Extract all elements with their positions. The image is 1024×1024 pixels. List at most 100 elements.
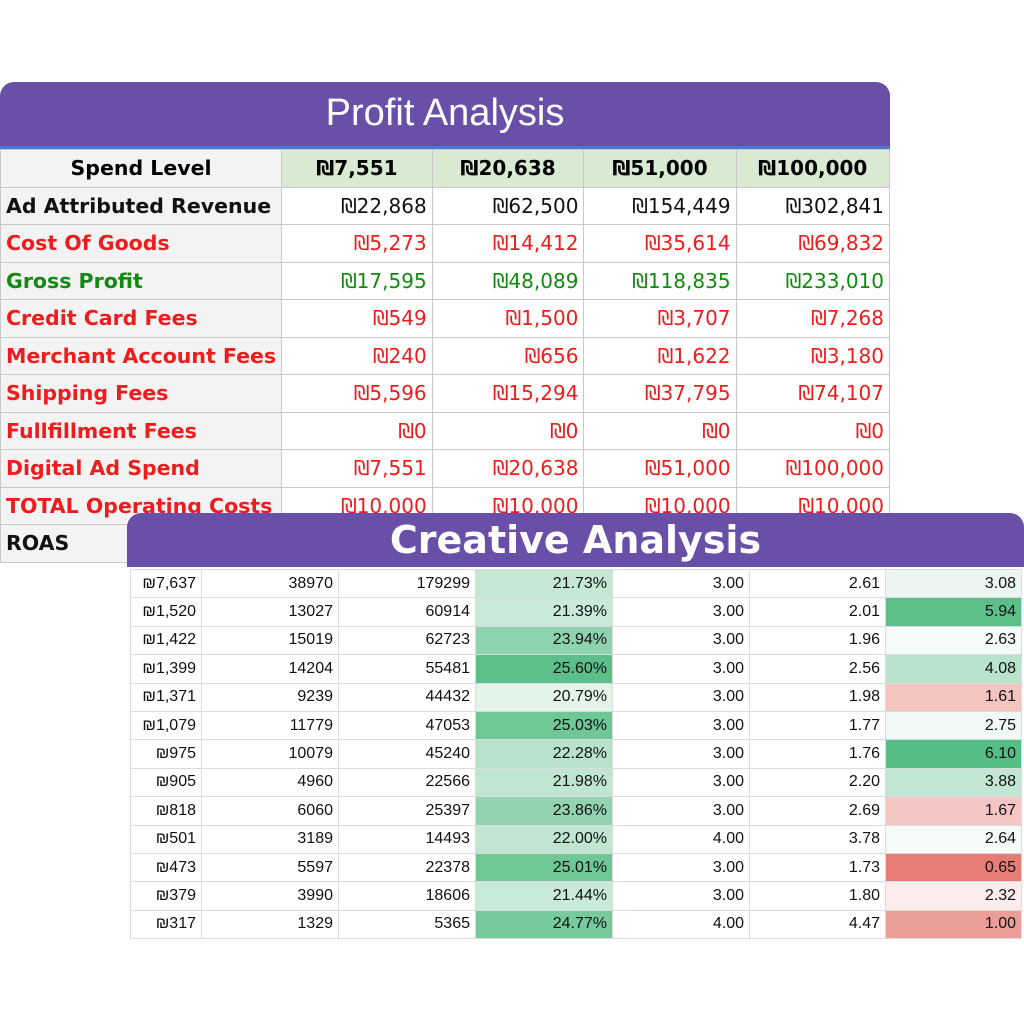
row-value: ₪22,868 — [281, 186, 433, 225]
spend-cell: ₪317 — [130, 909, 202, 940]
value-cell: 1.98 — [749, 682, 886, 712]
row-value: ₪69,832 — [735, 224, 891, 263]
value-cell: 3.00 — [612, 597, 750, 627]
percent-cell: 21.98% — [475, 767, 613, 798]
row-value: ₪15,294 — [431, 374, 585, 413]
value-cell: 4.00 — [612, 909, 750, 940]
row-value: ₪62,500 — [431, 186, 585, 225]
roas-cell: 3.88 — [885, 767, 1022, 798]
row-value: ₪1,500 — [431, 299, 585, 338]
count-cell: 55481 — [338, 654, 476, 684]
spend-level-value: ₪7,551 — [281, 149, 433, 188]
value-cell: 2.01 — [749, 597, 886, 627]
count-cell: 3990 — [201, 881, 339, 911]
row-value: ₪1,622 — [583, 336, 737, 375]
row-label: Merchant Account Fees — [0, 336, 283, 375]
spend-cell: ₪1,399 — [130, 654, 202, 684]
table-row: ₪1,371 9239 44432 20.79% 3.00 1.98 1.61 — [130, 682, 1022, 712]
value-cell: 3.00 — [612, 739, 750, 769]
value-cell: 2.20 — [749, 767, 886, 798]
count-cell: 60914 — [338, 597, 476, 627]
count-cell: 9239 — [201, 682, 339, 712]
creative-analysis-title: Creative Analysis — [127, 513, 1024, 567]
percent-cell: 21.44% — [475, 881, 613, 911]
value-cell: 1.76 — [749, 739, 886, 769]
count-cell: 3189 — [201, 824, 339, 854]
roas-cell: 2.75 — [885, 710, 1022, 741]
spend-level-label: Spend Level — [0, 149, 283, 188]
percent-cell: 23.86% — [475, 796, 613, 826]
roas-cell: 3.08 — [885, 568, 1022, 599]
percent-cell: 25.01% — [475, 852, 613, 883]
table-row: ₪7,637 38970 179299 21.73% 3.00 2.61 3.08 — [130, 568, 1022, 599]
table-row: ₪975 10079 45240 22.28% 3.00 1.76 6.10 — [130, 739, 1022, 769]
count-cell: 13027 — [201, 597, 339, 627]
percent-cell: 20.79% — [475, 682, 613, 712]
table-row: Shipping Fees ₪5,596 ₪15,294 ₪37,795 ₪74,107 — [0, 374, 891, 413]
row-value: ₪154,449 — [583, 186, 737, 225]
row-value: ₪0 — [583, 411, 737, 450]
roas-cell: 0.65 — [885, 852, 1022, 883]
table-row: Credit Card Fees ₪549 ₪1,500 ₪3,707 ₪7,268 — [0, 299, 891, 338]
count-cell: 179299 — [338, 568, 476, 599]
row-value: ₪118,835 — [583, 261, 737, 300]
roas-cell: 5.94 — [885, 597, 1022, 627]
value-cell: 4.00 — [612, 824, 750, 854]
row-value: ₪656 — [431, 336, 585, 375]
row-label: Shipping Fees — [0, 374, 283, 413]
table-row: Ad Attributed Revenue ₪22,868 ₪62,500 ₪154,… — [0, 186, 891, 225]
row-value: ₪3,180 — [735, 336, 891, 375]
table-row: ₪905 4960 22566 21.98% 3.00 2.20 3.88 — [130, 767, 1022, 798]
row-value: ₪549 — [281, 299, 433, 338]
row-value: ₪0 — [735, 411, 891, 450]
table-row: ₪1,079 11779 47053 25.03% 3.00 1.77 2.75 — [130, 710, 1022, 741]
value-cell: 3.00 — [612, 767, 750, 798]
count-cell: 1329 — [201, 909, 339, 940]
profit-header-divider — [0, 146, 890, 149]
roas-cell: 2.32 — [885, 881, 1022, 911]
spend-level-value: ₪20,638 — [431, 149, 585, 188]
table-row: ₪379 3990 18606 21.44% 3.00 1.80 2.32 — [130, 881, 1022, 911]
value-cell: 3.00 — [612, 796, 750, 826]
value-cell: 3.00 — [612, 682, 750, 712]
row-value: ₪14,412 — [431, 224, 585, 263]
count-cell: 22566 — [338, 767, 476, 798]
row-value: ₪7,551 — [281, 449, 433, 488]
value-cell: 3.00 — [612, 881, 750, 911]
value-cell: 3.00 — [612, 852, 750, 883]
spend-cell: ₪1,520 — [130, 597, 202, 627]
table-row: ₪1,399 14204 55481 25.60% 3.00 2.56 4.08 — [130, 654, 1022, 684]
value-cell: 3.00 — [612, 625, 750, 656]
percent-cell: 22.28% — [475, 739, 613, 769]
spend-cell: ₪1,371 — [130, 682, 202, 712]
spend-cell: ₪379 — [130, 881, 202, 911]
value-cell: 1.73 — [749, 852, 886, 883]
table-row: Cost Of Goods ₪5,273 ₪14,412 ₪35,614 ₪69,832 — [0, 224, 891, 263]
roas-cell: 1.67 — [885, 796, 1022, 826]
percent-cell: 25.03% — [475, 710, 613, 741]
count-cell: 5365 — [338, 909, 476, 940]
count-cell: 6060 — [201, 796, 339, 826]
row-label: Gross Profit — [0, 261, 283, 300]
percent-cell: 23.94% — [475, 625, 613, 656]
row-value: ₪48,089 — [431, 261, 585, 300]
value-cell: 1.77 — [749, 710, 886, 741]
percent-cell: 21.39% — [475, 597, 613, 627]
spend-cell: ₪818 — [130, 796, 202, 826]
count-cell: 14204 — [201, 654, 339, 684]
spend-level-value: ₪100,000 — [735, 149, 891, 188]
table-row-header: Spend Level ₪7,551 ₪20,638 ₪51,000 ₪100,000 — [0, 149, 891, 188]
row-value: ₪51,000 — [583, 449, 737, 488]
spend-cell: ₪501 — [130, 824, 202, 854]
row-value: ₪5,596 — [281, 374, 433, 413]
count-cell: 62723 — [338, 625, 476, 656]
percent-cell: 24.77% — [475, 909, 613, 940]
table-row: Merchant Account Fees ₪240 ₪656 ₪1,622 ₪3,18… — [0, 336, 891, 375]
count-cell: 22378 — [338, 852, 476, 883]
creative-analysis-card: Creative Analysis ₪7,637 38970 179299 21.73… — [127, 513, 1024, 943]
row-value: ₪100,000 — [735, 449, 891, 488]
creative-table: ₪7,637 38970 179299 21.73% 3.00 2.61 3.08 ₪1,52… — [130, 568, 1022, 940]
count-cell: 18606 — [338, 881, 476, 911]
row-value: ₪240 — [281, 336, 433, 375]
row-value: ₪0 — [281, 411, 433, 450]
